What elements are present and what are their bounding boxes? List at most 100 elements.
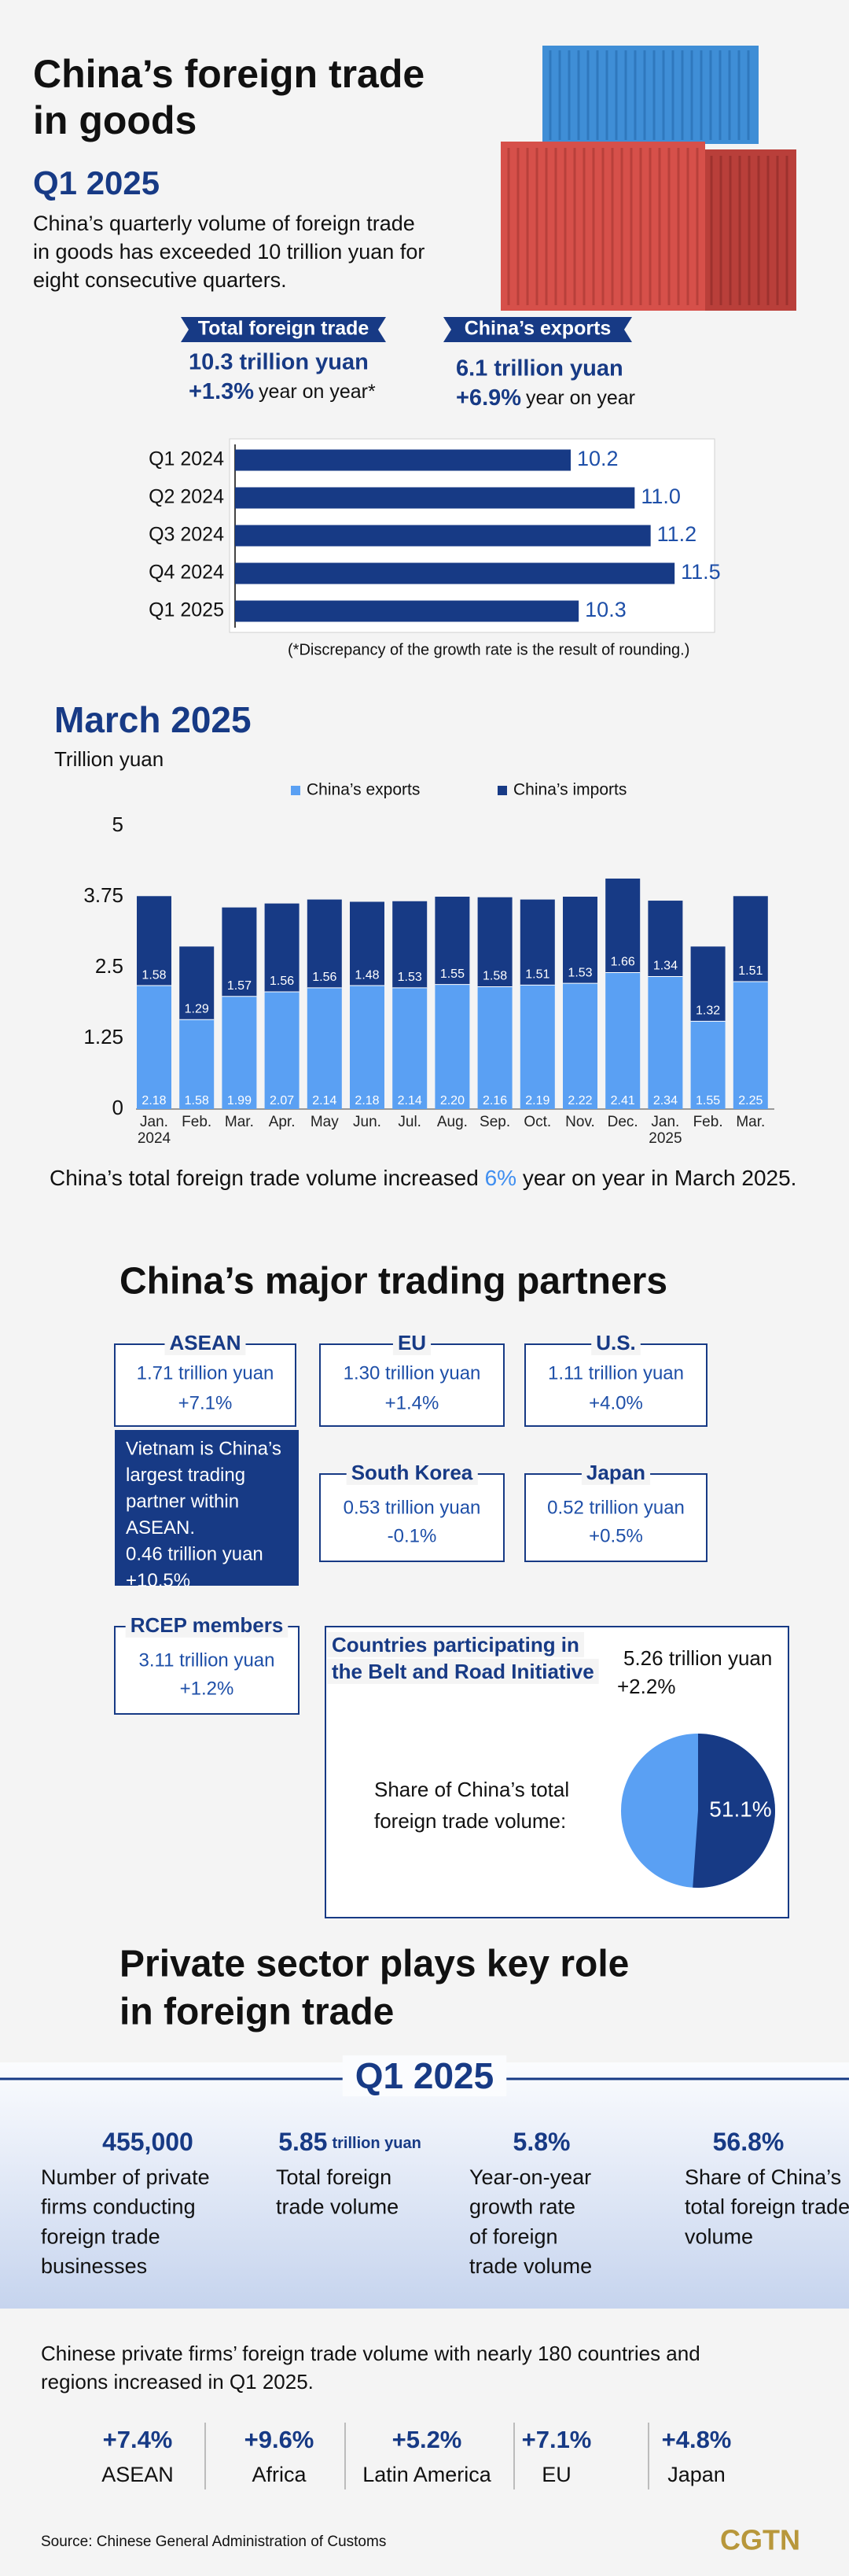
note-line: largest trading bbox=[126, 1465, 245, 1486]
value-label: 11.0 bbox=[641, 485, 681, 508]
bar-segment bbox=[264, 903, 300, 992]
section-title: Private sector plays key role bbox=[119, 1944, 629, 1985]
stat-description: trade volume bbox=[469, 2254, 592, 2278]
value-label: 1.56 bbox=[312, 971, 336, 984]
region-name: Japan bbox=[667, 2463, 726, 2486]
x-tick-label: Oct. bbox=[524, 1114, 552, 1130]
category-label-box: Apr. bbox=[269, 1114, 296, 1130]
region-name: Latin America bbox=[362, 2463, 492, 2486]
note-line: Vietnam is China’s bbox=[126, 1438, 281, 1459]
region-value: +7.4% bbox=[103, 2426, 173, 2453]
badge bbox=[181, 317, 386, 342]
y-tick-label: 2.5 bbox=[95, 954, 123, 978]
partner-value: 3.11 trillion yuan bbox=[139, 1649, 275, 1671]
x-tick-label: Jan. 2025 bbox=[649, 1114, 682, 1147]
container-stripes bbox=[507, 50, 788, 305]
stat-unit: trillion yuan bbox=[332, 2135, 421, 2152]
value-label: 1.55 bbox=[696, 1094, 720, 1107]
category-label: Q3 2024 bbox=[149, 524, 224, 546]
partner-value: 0.53 trillion yuan bbox=[344, 1497, 481, 1518]
region-name: ASEAN bbox=[101, 2463, 174, 2486]
red-container-side bbox=[705, 149, 796, 311]
note-line: partner within bbox=[126, 1491, 239, 1512]
partner-change: +4.0% bbox=[589, 1392, 643, 1413]
partner-name: South Korea bbox=[351, 1461, 473, 1484]
stat-number: 455,000 bbox=[102, 2128, 193, 2156]
value-label: 1.53 bbox=[568, 966, 592, 979]
containers-illustration bbox=[501, 46, 796, 311]
bar-segment bbox=[648, 901, 683, 977]
note-line: 0.46 trillion yuan bbox=[126, 1543, 263, 1564]
change-suffix: year on year bbox=[526, 387, 635, 409]
share-label: Share of China’s total bbox=[374, 1778, 569, 1801]
bar-segment bbox=[222, 907, 257, 997]
section-title: in foreign trade bbox=[119, 1992, 394, 2033]
value-label: 2.19 bbox=[525, 1094, 549, 1107]
label-background bbox=[346, 1459, 478, 1485]
bar-segment bbox=[392, 987, 428, 1109]
source: Source: Chinese General Administration o… bbox=[41, 2534, 386, 2550]
stat-description: firms conducting bbox=[41, 2195, 196, 2219]
value-label: 1.32 bbox=[696, 1004, 720, 1018]
partner-value: 1.30 trillion yuan bbox=[344, 1362, 481, 1384]
footnote: (*Discrepancy of the growth rate is the … bbox=[288, 641, 689, 658]
bar-segment bbox=[690, 1021, 726, 1109]
category-label-box: Dec. bbox=[608, 1114, 638, 1130]
blue-container bbox=[542, 46, 759, 144]
value-label: 1.58 bbox=[142, 968, 166, 982]
change-value: +1.3% bbox=[189, 379, 254, 404]
bar-segment bbox=[435, 984, 470, 1109]
x-tick-label: Mar. bbox=[224, 1114, 254, 1130]
bar-segment bbox=[137, 986, 171, 1109]
partner-change: +7.1% bbox=[178, 1392, 233, 1413]
partner-name: Japan bbox=[586, 1461, 645, 1484]
partner-value: 1.11 trillion yuan bbox=[548, 1362, 684, 1384]
partner-name: Countries participating in bbox=[332, 1633, 579, 1657]
partner-name: ASEAN bbox=[169, 1331, 241, 1354]
stat-description: Total foreign bbox=[276, 2165, 391, 2189]
private-sector-band bbox=[0, 2062, 849, 2309]
bar-segment bbox=[563, 983, 597, 1109]
description: China’s quarterly volume of foreign trad… bbox=[33, 212, 415, 235]
y-tick-label: 1.25 bbox=[83, 1025, 123, 1048]
bar-segment bbox=[605, 878, 641, 973]
region-value: +7.1% bbox=[522, 2426, 592, 2453]
partner-box bbox=[114, 1343, 296, 1427]
pie-slice bbox=[693, 1734, 775, 1888]
belt-road-value: 5.26 trillion yuan bbox=[623, 1646, 772, 1670]
badge-label: Total foreign trade bbox=[198, 318, 369, 340]
stat-value: 455,000 bbox=[102, 2128, 193, 2156]
label-background bbox=[392, 1329, 432, 1355]
change-suffix: year on year* bbox=[259, 381, 376, 403]
description: eight consecutive quarters. bbox=[33, 268, 287, 292]
stat-description: foreign trade bbox=[41, 2224, 160, 2248]
value-label: 2.34 bbox=[653, 1094, 678, 1107]
note-line: ASEAN. bbox=[126, 1517, 195, 1539]
value-label: 10.2 bbox=[577, 447, 619, 470]
value-label: 1.99 bbox=[227, 1094, 252, 1107]
value-label: 2.16 bbox=[483, 1094, 507, 1107]
bar-segment bbox=[477, 986, 513, 1109]
highlight-value: 6.1 trillion yuan bbox=[456, 356, 623, 381]
category-label-box: Nov. bbox=[565, 1114, 595, 1130]
bar-segment bbox=[179, 1019, 215, 1109]
category-label-box: May bbox=[311, 1114, 339, 1130]
label-background bbox=[581, 1459, 651, 1485]
value-label: 2.18 bbox=[142, 1094, 166, 1107]
stat-value: 56.8% bbox=[713, 2128, 785, 2156]
bar-segment bbox=[307, 899, 342, 988]
x-tick-label: Feb. bbox=[182, 1114, 212, 1130]
caption-part: China’s total foreign trade volume incre… bbox=[50, 1166, 485, 1190]
stat-number: 56.8% bbox=[713, 2128, 785, 2156]
stat-description: Number of private bbox=[41, 2165, 210, 2189]
partner-name: Q1 2025 bbox=[355, 2055, 494, 2096]
category-label-box: Jun. bbox=[353, 1114, 381, 1130]
bar-segment bbox=[733, 896, 768, 982]
region-value: +9.6% bbox=[244, 2426, 314, 2453]
category-label-box: Jul. bbox=[398, 1114, 421, 1130]
description: in goods has exceeded 10 trillion yuan f… bbox=[33, 240, 424, 263]
category-label: Q4 2024 bbox=[149, 562, 224, 584]
category-label-box: Oct. bbox=[524, 1114, 552, 1130]
note-line: +10.5% bbox=[126, 1570, 190, 1591]
category-label-box: Aug. bbox=[437, 1114, 468, 1130]
